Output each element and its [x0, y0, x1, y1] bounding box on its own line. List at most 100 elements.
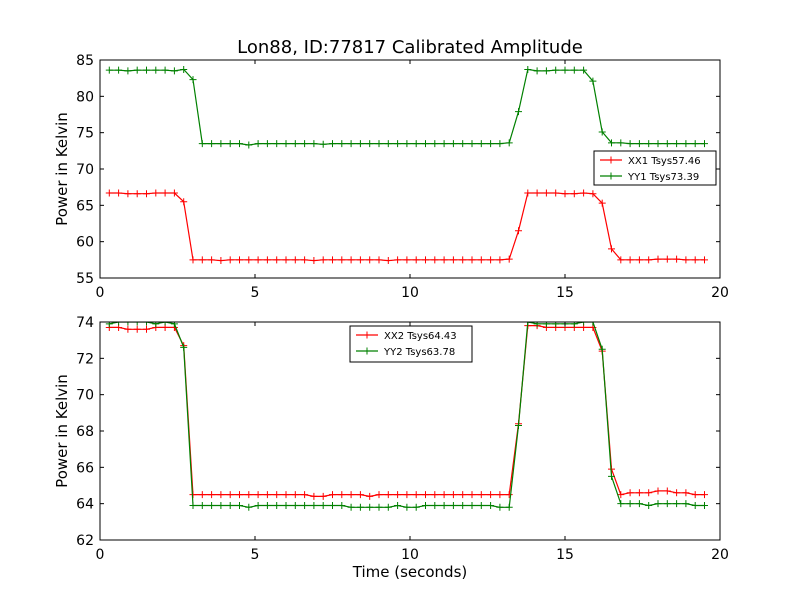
data-point — [366, 503, 374, 511]
plot-area — [105, 65, 708, 265]
data-point — [338, 501, 346, 509]
legend-label: XX1 Tsys57.46 — [628, 156, 701, 167]
data-point — [133, 325, 141, 333]
data-point — [254, 491, 262, 499]
data-point — [356, 491, 364, 499]
data-point — [124, 322, 132, 326]
legend-marker — [363, 331, 371, 339]
legend-label: XX2 Tsys64.43 — [384, 331, 457, 342]
data-point — [152, 322, 160, 328]
data-point — [133, 66, 141, 74]
data-point — [105, 66, 113, 74]
x-tick-label: 15 — [556, 547, 574, 563]
data-point — [115, 189, 123, 197]
data-point — [394, 501, 402, 509]
data-point — [561, 66, 569, 74]
data-point — [552, 322, 560, 328]
data-point — [654, 255, 662, 263]
data-point — [375, 503, 383, 511]
y-tick-label: 55 — [76, 271, 94, 287]
data-point — [152, 189, 160, 197]
bottom-panel: 0 5 10 15 20 62 64 66 68 70 72 74 Power in Kelvin XX2… — [53, 315, 729, 563]
data-point — [440, 501, 448, 509]
data-point — [180, 65, 188, 73]
data-point — [366, 492, 374, 500]
x-tick-label: 5 — [251, 285, 260, 301]
legend-marker — [607, 172, 615, 180]
data-point — [161, 322, 169, 326]
data-point — [143, 322, 150, 326]
data-point — [487, 140, 495, 148]
data-point — [422, 501, 429, 509]
data-point — [143, 66, 150, 74]
data-point — [217, 491, 225, 499]
series-line-1 — [109, 192, 705, 262]
data-point — [152, 66, 160, 74]
data-point — [254, 140, 262, 148]
data-point — [356, 503, 364, 511]
legend-label: YY2 Tsys63.78 — [383, 347, 455, 358]
data-point — [505, 503, 513, 511]
data-point — [198, 140, 206, 148]
x-axis-label: Time (seconds) — [352, 563, 468, 581]
data-point — [384, 257, 392, 265]
data-point — [208, 491, 216, 499]
data-point — [375, 491, 383, 499]
data-point — [552, 66, 560, 74]
data-point — [440, 140, 448, 148]
data-point — [496, 140, 504, 148]
data-point — [533, 67, 541, 75]
data-point — [384, 503, 392, 511]
data-point — [496, 256, 504, 264]
data-point — [431, 140, 439, 148]
data-point — [468, 140, 476, 148]
data-point — [440, 256, 448, 264]
data-point — [598, 345, 606, 353]
y-tick-label: 62 — [76, 533, 94, 549]
data-point — [263, 501, 271, 509]
data-point — [133, 190, 141, 198]
data-point — [682, 500, 690, 508]
data-point — [431, 491, 439, 499]
data-point — [580, 322, 588, 326]
data-point — [635, 140, 643, 148]
data-point — [542, 322, 550, 328]
data-point — [682, 489, 690, 497]
data-point — [245, 141, 253, 149]
data-point — [291, 140, 299, 148]
data-point — [282, 491, 290, 499]
data-point — [533, 322, 541, 328]
data-point — [226, 501, 234, 509]
data-point — [598, 199, 606, 207]
data-point — [477, 501, 485, 509]
data-point — [626, 489, 634, 497]
data-point — [301, 256, 309, 264]
x-tick-label: 20 — [711, 547, 729, 563]
data-point — [180, 198, 188, 206]
data-point — [217, 257, 225, 265]
data-point — [124, 325, 132, 333]
y-tick-label: 68 — [76, 424, 94, 440]
data-point — [468, 256, 476, 264]
data-point — [263, 140, 271, 148]
data-point — [431, 501, 439, 509]
data-point — [403, 503, 411, 511]
data-point — [143, 325, 150, 333]
data-point — [691, 501, 699, 509]
data-point — [133, 322, 141, 326]
data-point — [356, 140, 364, 148]
data-point — [412, 503, 420, 511]
data-point — [403, 491, 411, 499]
data-point — [580, 189, 588, 197]
data-point — [608, 472, 615, 480]
y-tick-label: 72 — [76, 351, 94, 367]
data-point — [198, 501, 206, 509]
data-point — [310, 257, 318, 265]
legend-box — [349, 325, 473, 363]
data-point — [691, 256, 699, 264]
data-point — [301, 501, 309, 509]
data-point — [338, 256, 346, 264]
x-tick-label: 5 — [251, 547, 260, 563]
data-point — [645, 140, 653, 148]
data-point — [254, 256, 262, 264]
